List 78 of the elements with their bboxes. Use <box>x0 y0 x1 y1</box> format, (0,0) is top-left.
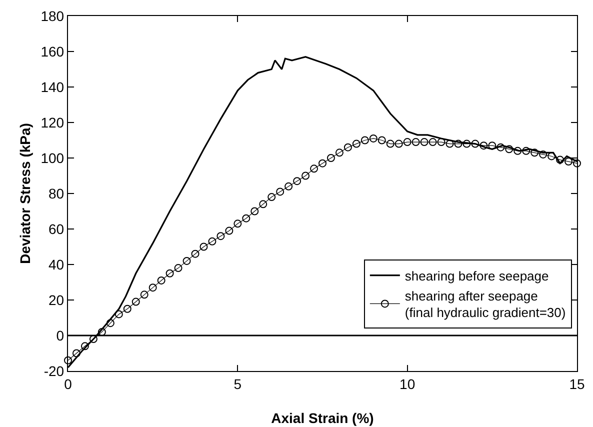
point <box>72 349 80 358</box>
x-axis-title: Axial Strain (%) <box>271 410 374 426</box>
point <box>106 319 114 328</box>
point <box>132 298 140 306</box>
y-tick-label: 140 <box>40 78 64 95</box>
point <box>496 143 505 152</box>
y-tick-label: 40 <box>48 256 64 272</box>
point <box>522 146 530 155</box>
point <box>530 148 539 157</box>
y-tick-label: 160 <box>40 43 64 60</box>
x-tick-label: 15 <box>569 376 585 392</box>
point <box>293 177 302 186</box>
point <box>318 159 326 168</box>
y-tick-label: 120 <box>40 114 64 130</box>
point <box>64 356 72 364</box>
y-axis-title: Deviator Stress (kPa) <box>16 123 33 264</box>
legend-label: shearing after seepage (final hydraulic gradient=30) <box>404 288 566 320</box>
y-tick-label: 0 <box>56 327 64 344</box>
point <box>480 142 488 150</box>
point <box>302 172 310 180</box>
point <box>140 290 148 299</box>
point <box>412 138 420 146</box>
point <box>369 134 378 142</box>
point <box>505 145 514 154</box>
point <box>310 164 318 173</box>
point <box>378 136 386 144</box>
point <box>276 188 284 196</box>
y-tick-label: 100 <box>40 150 64 166</box>
point <box>462 140 471 148</box>
x-tick-label: 10 <box>400 376 416 392</box>
point <box>268 193 276 202</box>
point <box>191 250 200 258</box>
point <box>242 214 250 222</box>
point <box>148 284 157 292</box>
point <box>216 232 225 240</box>
point <box>208 237 216 246</box>
point <box>225 226 234 235</box>
point <box>157 276 166 284</box>
point <box>200 242 208 251</box>
point <box>250 207 259 216</box>
point <box>428 138 437 146</box>
point <box>182 256 191 265</box>
point <box>573 159 581 168</box>
point <box>556 156 564 164</box>
point <box>114 310 123 318</box>
point <box>234 220 242 228</box>
point <box>259 200 268 208</box>
point <box>335 148 344 157</box>
point <box>488 142 496 150</box>
point <box>514 146 522 155</box>
point <box>174 264 182 272</box>
point <box>471 140 480 148</box>
point <box>360 136 369 144</box>
point <box>352 140 360 148</box>
point <box>284 182 293 190</box>
x-tick-label: 5 <box>234 376 242 392</box>
y-tick-label: -20 <box>44 362 64 379</box>
point <box>403 138 412 146</box>
point <box>89 335 98 344</box>
point <box>446 140 454 148</box>
y-tick-label: 180 <box>40 8 64 24</box>
y-tick-label: 80 <box>48 185 64 202</box>
point <box>539 150 548 158</box>
point <box>344 143 352 152</box>
y-tick-label: 60 <box>48 220 64 237</box>
point <box>166 269 174 278</box>
legend-label: shearing before seepage <box>404 268 549 284</box>
point <box>437 138 446 146</box>
point <box>420 138 428 146</box>
point <box>80 342 89 350</box>
point <box>386 140 394 148</box>
point <box>98 328 106 336</box>
point <box>123 304 132 313</box>
point <box>326 154 335 162</box>
point <box>394 140 403 148</box>
y-tick-label: 20 <box>48 292 64 308</box>
point <box>564 158 573 166</box>
point <box>454 140 462 148</box>
